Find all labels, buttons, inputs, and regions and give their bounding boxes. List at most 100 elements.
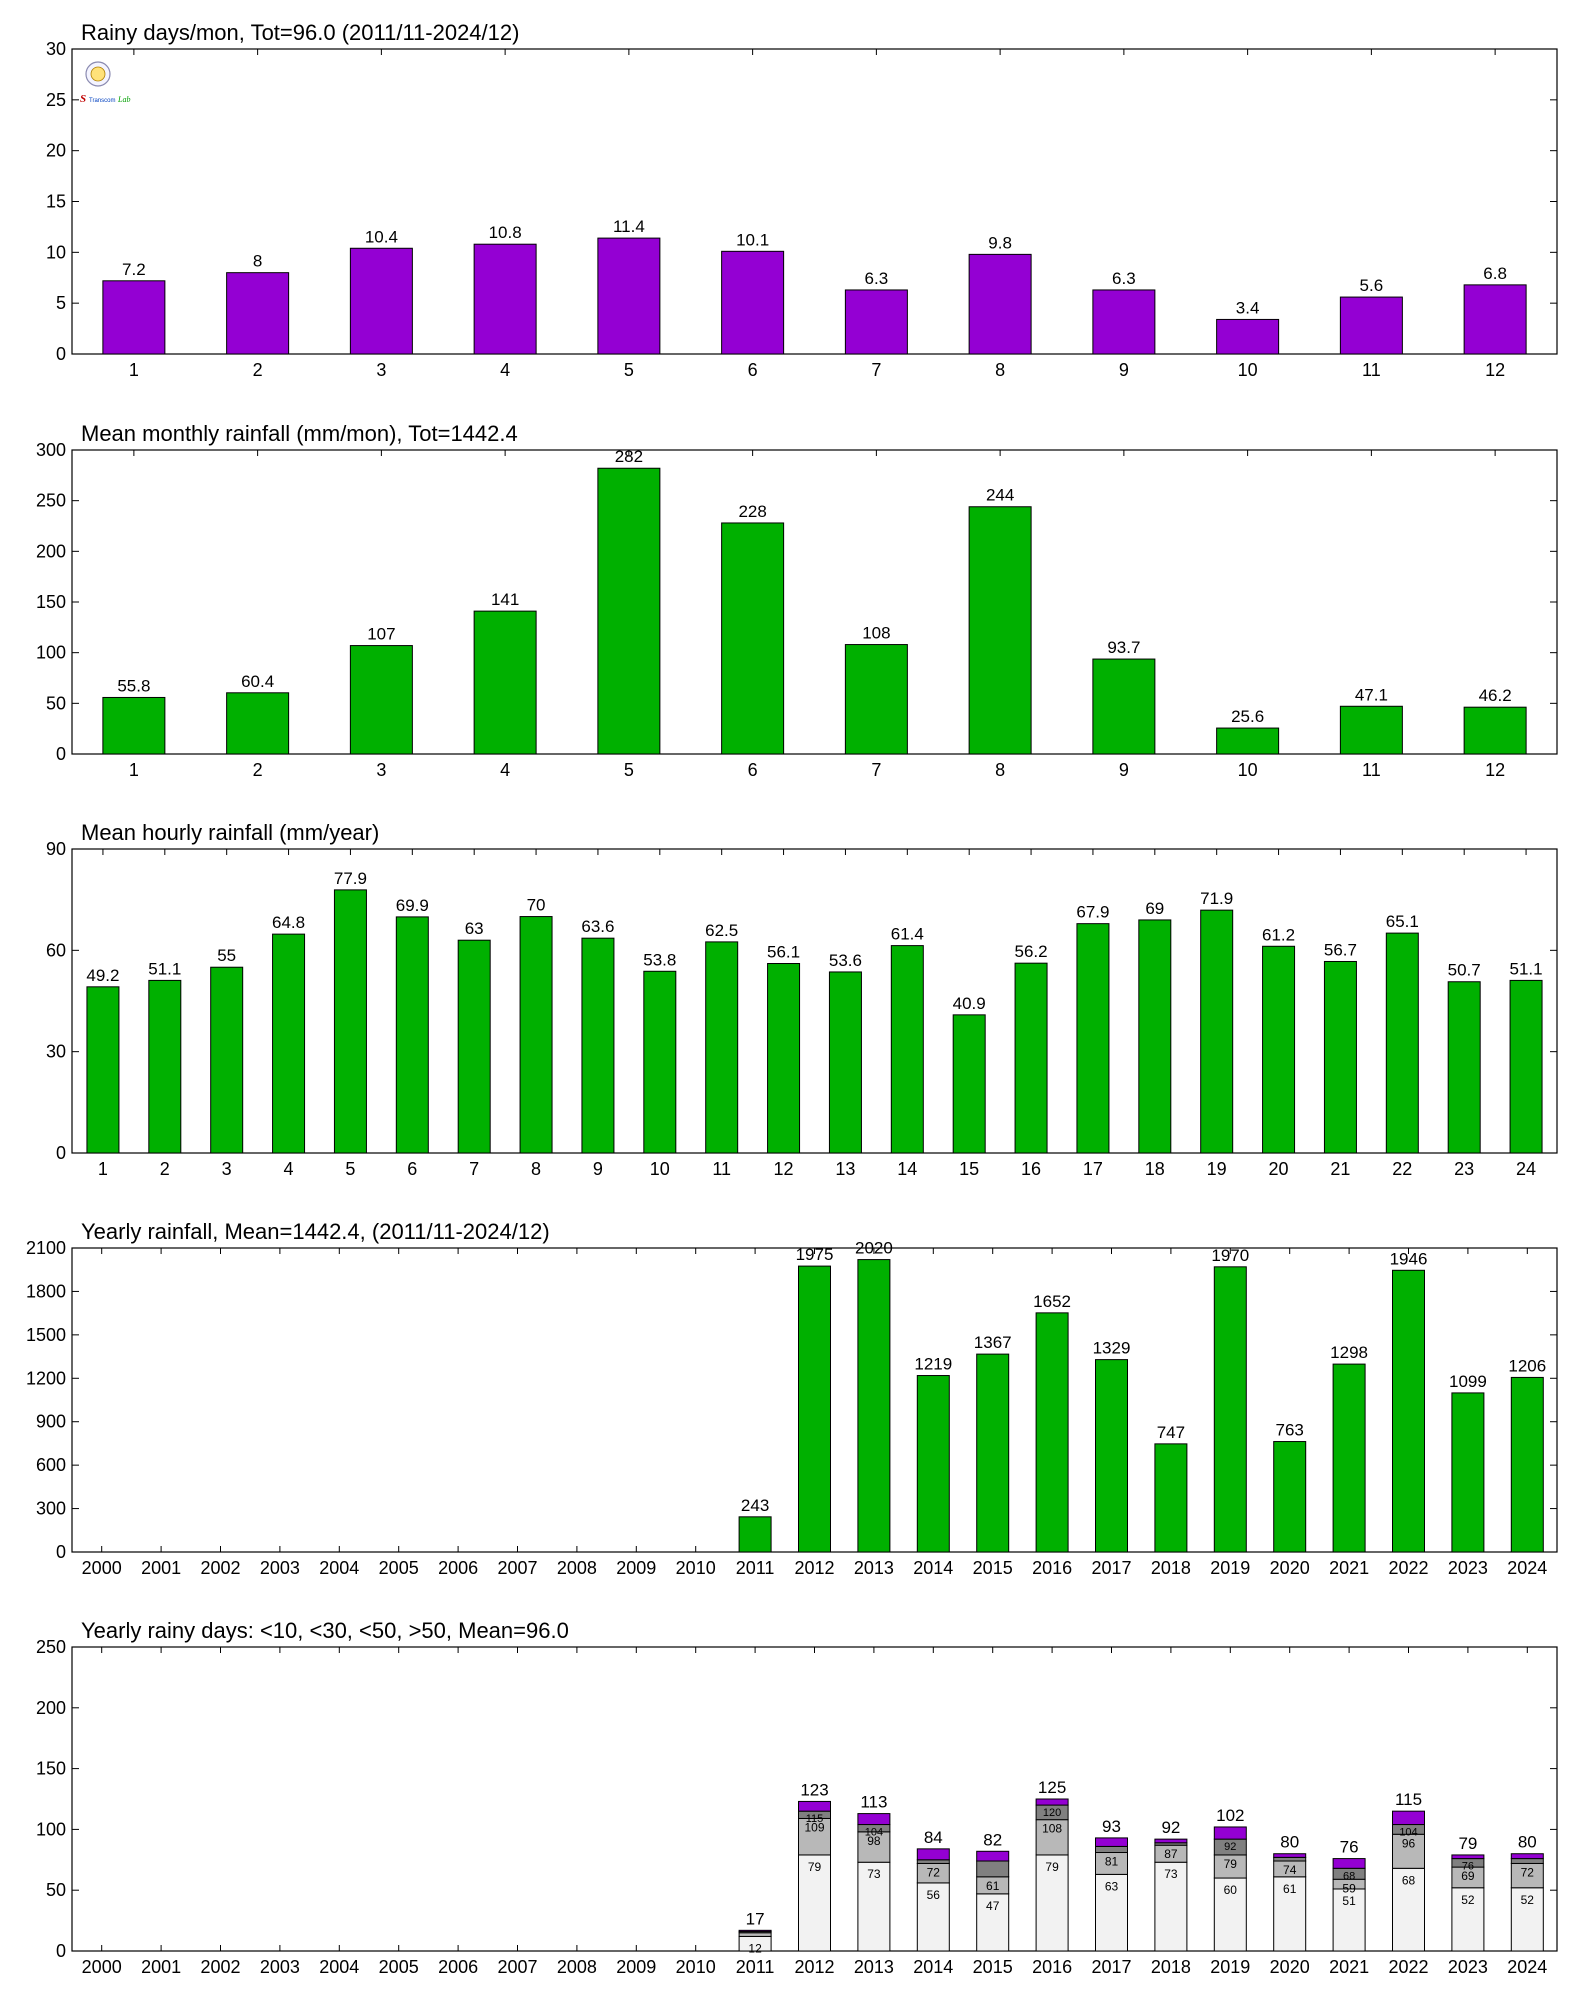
x-tick-label: 2023 (1448, 1957, 1488, 1977)
x-tick-label: 2008 (557, 1957, 597, 1977)
bar (1095, 1359, 1128, 1553)
x-tick-label: 3 (222, 1159, 232, 1179)
data-label: 141 (491, 590, 519, 609)
plot-frame (71, 449, 1558, 755)
y-tick-label: 50 (46, 1880, 66, 1900)
x-tick-label: 2022 (1388, 1957, 1428, 1977)
bar (473, 610, 537, 755)
x-tick-label: 1 (129, 360, 139, 380)
data-label: 1206 (1508, 1356, 1546, 1375)
bar (519, 916, 553, 1154)
x-tick-label: 24 (1516, 1159, 1536, 1179)
y-tick-label: 150 (36, 1759, 66, 1779)
x-tick-label: 2024 (1507, 1558, 1547, 1578)
data-label: 56.2 (1015, 942, 1048, 961)
data-label: 51.1 (148, 959, 181, 978)
bar (581, 937, 615, 1154)
x-tick-label: 12 (1485, 760, 1505, 780)
data-label: 71.9 (1200, 889, 1233, 908)
y-tick-label: 0 (56, 744, 66, 764)
label-lt10: 61 (1283, 1882, 1297, 1896)
label-lt30: 87 (1164, 1847, 1178, 1861)
segment-gt50 (1392, 1810, 1425, 1826)
x-tick-label: 12 (774, 1159, 794, 1179)
data-label: 49.2 (86, 966, 119, 985)
label-total: 17 (746, 1909, 765, 1928)
segment-lt10 (1035, 1854, 1069, 1952)
x-tick-label: 11 (1362, 360, 1381, 380)
data-label: 228 (738, 502, 766, 521)
data-label: 107 (367, 625, 395, 644)
segment-lt10 (1273, 1876, 1307, 1952)
y-tick-label: 10 (46, 242, 66, 262)
bar (210, 966, 244, 1154)
label-total: 80 (1280, 1833, 1299, 1852)
chart-title: Rainy days/mon, Tot=96.0 (2011/11-2024/1… (81, 20, 519, 45)
chart-5: Yearly rainy days: <10, <30, <50, >50, M… (36, 1618, 1558, 1977)
segment-gt50 (1332, 1858, 1366, 1869)
segment-lt10 (1392, 1867, 1425, 1952)
data-label: 1975 (796, 1245, 834, 1264)
bar (890, 945, 924, 1154)
label-total: 125 (1038, 1778, 1066, 1797)
x-tick-label: 2000 (82, 1558, 122, 1578)
x-tick-label: 2008 (557, 1558, 597, 1578)
x-tick-label: 2016 (1032, 1558, 1072, 1578)
data-label: 1970 (1211, 1246, 1249, 1265)
x-tick-label: 2020 (1270, 1558, 1310, 1578)
y-tick-label: 25 (46, 90, 66, 110)
segment-lt50 (976, 1860, 1010, 1878)
x-tick-label: 17 (1083, 1159, 1103, 1179)
chart-title: Mean monthly rainfall (mm/mon), Tot=1442… (81, 421, 518, 446)
y-tick-label: 15 (46, 192, 66, 212)
y-tick-label: 1200 (26, 1368, 66, 1388)
label-lt10: 52 (1461, 1893, 1475, 1907)
label-lt30: 109 (804, 1820, 824, 1834)
label-total: 80 (1518, 1833, 1537, 1852)
segment-lt10 (798, 1854, 831, 1952)
y-tick-label: 200 (36, 1698, 66, 1718)
label-lt30: 98 (867, 1834, 881, 1848)
x-tick-label: 2017 (1091, 1558, 1131, 1578)
data-label: 1367 (974, 1333, 1012, 1352)
data-label: 55 (217, 946, 236, 965)
data-label: 25.6 (1231, 707, 1264, 726)
y-tick-label: 300 (36, 1499, 66, 1519)
y-tick-label: 900 (36, 1412, 66, 1432)
data-label: 55.8 (117, 676, 150, 695)
x-tick-label: 2014 (913, 1957, 953, 1977)
bar (968, 253, 1032, 355)
segment-lt10 (1213, 1877, 1247, 1952)
label-lt30: 96 (1402, 1836, 1416, 1850)
bar (597, 467, 661, 755)
x-tick-label: 2013 (854, 1957, 894, 1977)
bar (916, 1375, 950, 1553)
label-lt50: 76 (1462, 1861, 1474, 1873)
x-tick-label: 2015 (973, 1957, 1013, 1977)
x-tick-label: 7 (871, 760, 881, 780)
x-tick-label: 2001 (141, 1957, 181, 1977)
y-tick-label: 60 (46, 940, 66, 960)
data-label: 60.4 (241, 672, 274, 691)
label-lt30: 81 (1105, 1855, 1119, 1869)
data-label: 1329 (1093, 1339, 1131, 1358)
x-tick-label: 2007 (497, 1957, 537, 1977)
bar (1323, 960, 1357, 1154)
logo-text-mid: Transcom (89, 98, 115, 104)
bar (349, 247, 413, 355)
bar (1216, 727, 1280, 755)
x-tick-label: 12 (1485, 360, 1505, 380)
bar (148, 979, 182, 1154)
y-tick-label: 30 (46, 39, 66, 59)
x-tick-label: 3 (376, 360, 386, 380)
segment-lt10 (857, 1861, 891, 1952)
label-total: 93 (1102, 1817, 1121, 1836)
segment-lt10 (1451, 1887, 1485, 1952)
label-lt30: 69 (1461, 1869, 1475, 1883)
data-label: 10.8 (489, 223, 522, 242)
bar (857, 1259, 891, 1553)
chart-title: Mean hourly rainfall (mm/year) (81, 820, 379, 845)
logo-text-left: S (80, 93, 86, 105)
label-lt10: 79 (1045, 1860, 1059, 1874)
segment-lt30 (1510, 1862, 1544, 1889)
